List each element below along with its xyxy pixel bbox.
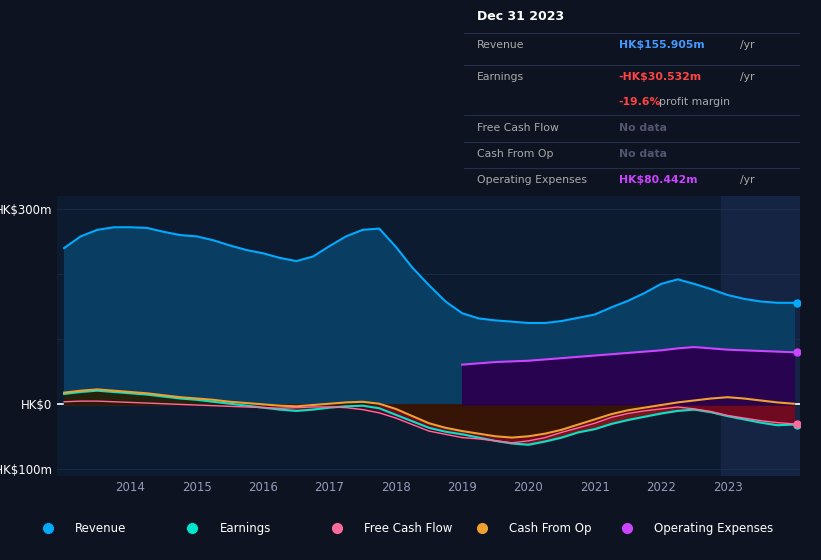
Text: Dec 31 2023: Dec 31 2023 xyxy=(477,10,565,24)
Text: Earnings: Earnings xyxy=(219,522,271,535)
Text: /yr: /yr xyxy=(740,40,754,50)
Text: HK$80.442m: HK$80.442m xyxy=(619,175,697,185)
Text: HK$155.905m: HK$155.905m xyxy=(619,40,704,50)
Text: Revenue: Revenue xyxy=(477,40,525,50)
Text: Free Cash Flow: Free Cash Flow xyxy=(477,123,559,133)
Text: Cash From Op: Cash From Op xyxy=(477,149,554,159)
Bar xyxy=(721,196,800,476)
Text: Operating Expenses: Operating Expenses xyxy=(654,522,773,535)
Text: /yr: /yr xyxy=(740,175,754,185)
Text: No data: No data xyxy=(619,149,667,159)
Text: Earnings: Earnings xyxy=(477,72,525,82)
Text: No data: No data xyxy=(619,123,667,133)
Text: -HK$30.532m: -HK$30.532m xyxy=(619,72,702,82)
Text: Operating Expenses: Operating Expenses xyxy=(477,175,587,185)
Text: Revenue: Revenue xyxy=(75,522,126,535)
Text: profit margin: profit margin xyxy=(659,97,730,106)
Text: /yr: /yr xyxy=(740,72,754,82)
Text: -19.6%: -19.6% xyxy=(619,97,661,106)
Text: Cash From Op: Cash From Op xyxy=(509,522,591,535)
Text: Free Cash Flow: Free Cash Flow xyxy=(365,522,452,535)
